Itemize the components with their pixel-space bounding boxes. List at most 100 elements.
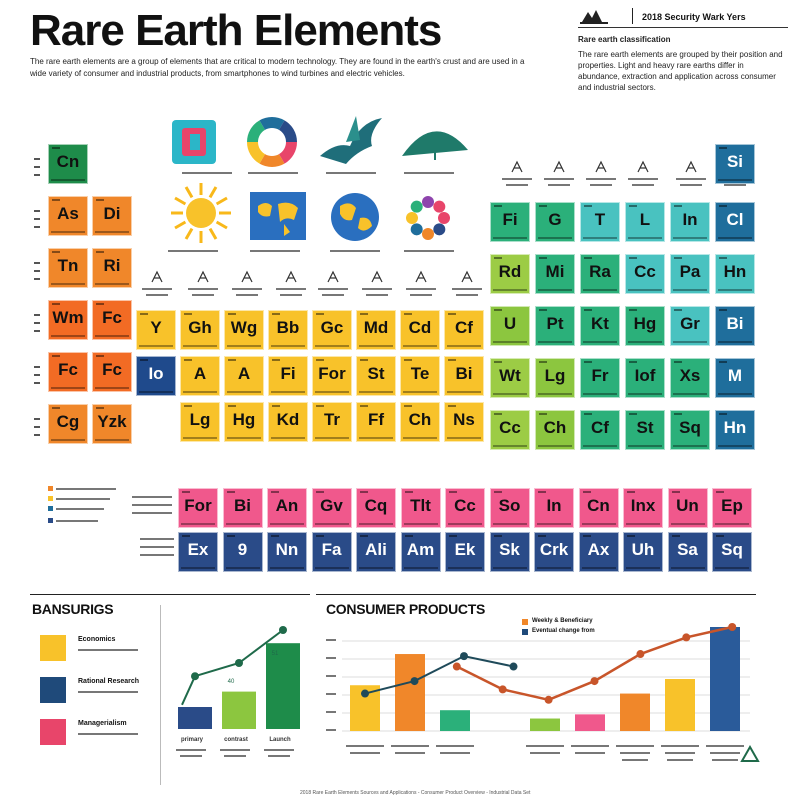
element-cell[interactable]: A bbox=[180, 356, 220, 396]
element-cell[interactable]: Mi bbox=[535, 254, 575, 294]
element-cell[interactable]: Ax bbox=[578, 532, 619, 572]
element-cell[interactable]: Te bbox=[400, 356, 440, 396]
element-cell[interactable]: Yzk bbox=[92, 404, 132, 444]
element-cell[interactable]: Fc bbox=[92, 352, 132, 392]
element-cell[interactable]: Bi bbox=[444, 356, 484, 396]
element-cell[interactable]: Xs bbox=[670, 358, 710, 398]
element-cell[interactable]: Sa bbox=[667, 532, 708, 572]
element-cell[interactable]: Fc bbox=[48, 352, 88, 392]
element-cell[interactable]: Tlt bbox=[400, 488, 441, 528]
element-cell[interactable]: Inx bbox=[623, 488, 663, 528]
element-cell[interactable]: For bbox=[178, 488, 218, 528]
element-cell[interactable]: Gr bbox=[670, 306, 710, 346]
element-cell[interactable]: A bbox=[224, 356, 264, 396]
element-cell[interactable]: Hg bbox=[625, 306, 665, 346]
element-cell[interactable]: Cq bbox=[356, 488, 396, 528]
element-cell[interactable]: An bbox=[267, 488, 307, 528]
element-cell[interactable]: Cc bbox=[490, 410, 530, 450]
element-cell[interactable]: Uh bbox=[623, 532, 663, 572]
element-cell[interactable]: Ra bbox=[580, 254, 620, 294]
element-cell[interactable]: Wt bbox=[490, 358, 530, 398]
element-cell[interactable]: Fr bbox=[580, 358, 620, 398]
element-cell[interactable]: Fi bbox=[268, 356, 308, 396]
element-cell[interactable]: Sk bbox=[489, 532, 530, 572]
element-cell[interactable]: Kt bbox=[580, 306, 620, 346]
element-number bbox=[96, 355, 104, 357]
element-cell[interactable]: Wg bbox=[224, 310, 264, 350]
element-cell[interactable]: L bbox=[625, 202, 665, 242]
element-cell[interactable]: Tn bbox=[48, 248, 88, 288]
element-cell[interactable]: Lg bbox=[535, 358, 575, 398]
element-cell[interactable]: Y bbox=[136, 310, 176, 350]
element-cell[interactable]: Nn bbox=[267, 532, 307, 572]
element-cell[interactable]: Ep bbox=[712, 488, 752, 528]
element-cell[interactable]: Ff bbox=[356, 402, 396, 442]
element-cell[interactable]: As bbox=[48, 196, 88, 236]
element-cell[interactable]: Hg bbox=[224, 402, 264, 442]
element-cell[interactable]: Fc bbox=[92, 300, 132, 340]
element-cell[interactable]: Kd bbox=[268, 402, 308, 442]
element-cell[interactable]: Cc bbox=[625, 254, 665, 294]
element-cell[interactable]: Sq bbox=[670, 410, 710, 450]
element-cell[interactable]: T bbox=[580, 202, 620, 242]
element-cell[interactable]: Pt bbox=[535, 306, 575, 346]
element-cell[interactable]: U bbox=[490, 306, 530, 346]
element-cell[interactable]: In bbox=[670, 202, 710, 242]
element-cell[interactable]: Gh bbox=[180, 310, 220, 350]
element-cell[interactable]: Lg bbox=[180, 402, 220, 442]
pictogram-icon bbox=[415, 270, 427, 283]
element-cell[interactable]: St bbox=[625, 410, 665, 450]
element-cell[interactable]: Io bbox=[136, 356, 176, 396]
element-cell[interactable]: Iof bbox=[625, 358, 665, 398]
element-cell[interactable]: Rd bbox=[490, 254, 530, 294]
element-cell[interactable]: Pa bbox=[670, 254, 710, 294]
element-cell[interactable]: Ns bbox=[444, 402, 484, 442]
element-cell[interactable]: Cd bbox=[400, 310, 440, 350]
element-cell[interactable]: St bbox=[356, 356, 396, 396]
element-cell[interactable]: So bbox=[489, 488, 530, 528]
element-cell[interactable]: Cf bbox=[580, 410, 620, 450]
element-cell[interactable]: In bbox=[534, 488, 574, 528]
element-cell[interactable]: Si bbox=[715, 144, 755, 184]
element-cell[interactable]: Hn bbox=[715, 254, 755, 294]
element-number bbox=[316, 359, 324, 361]
element-cell[interactable]: Bi bbox=[715, 306, 755, 346]
element-cell[interactable]: Ek bbox=[445, 532, 485, 572]
element-cell[interactable]: Sq bbox=[712, 532, 752, 572]
pictogram-caption bbox=[632, 184, 654, 186]
row-marker bbox=[30, 306, 42, 346]
element-cell[interactable]: Gv bbox=[311, 488, 352, 528]
element-cell[interactable]: For bbox=[312, 356, 352, 396]
element-cell[interactable]: Gc bbox=[312, 310, 352, 350]
element-cell[interactable]: Bb bbox=[268, 310, 308, 350]
element-cell[interactable]: Ex bbox=[178, 532, 218, 572]
element-cell[interactable]: Ch bbox=[535, 410, 575, 450]
element-cell[interactable]: Bi bbox=[222, 488, 263, 528]
element-cell[interactable]: Ch bbox=[400, 402, 440, 442]
element-number bbox=[493, 535, 502, 537]
element-caption bbox=[359, 437, 393, 439]
element-cell[interactable]: M bbox=[715, 358, 755, 398]
element-cell[interactable]: G bbox=[535, 202, 575, 242]
element-cell[interactable]: Hn bbox=[715, 410, 755, 450]
element-cell[interactable]: Fi bbox=[490, 202, 530, 242]
element-cell[interactable]: Un bbox=[667, 488, 708, 528]
element-cell[interactable]: Md bbox=[356, 310, 396, 350]
element-cell[interactable]: Ri bbox=[92, 248, 132, 288]
element-caption bbox=[628, 289, 662, 291]
element-cell[interactable]: Wm bbox=[48, 300, 88, 340]
element-cell[interactable]: Fa bbox=[311, 532, 352, 572]
element-cell[interactable]: Tr bbox=[312, 402, 352, 442]
element-cell[interactable]: Cg bbox=[48, 404, 88, 444]
element-cell[interactable]: Cn bbox=[578, 488, 619, 528]
element-cell[interactable]: Cf bbox=[444, 310, 484, 350]
element-cell[interactable]: Cn bbox=[48, 144, 88, 184]
element-cell[interactable]: Cl bbox=[715, 202, 755, 242]
legend-line bbox=[56, 488, 116, 490]
element-cell[interactable]: Crk bbox=[534, 532, 574, 572]
element-cell[interactable]: Ali bbox=[356, 532, 396, 572]
element-cell[interactable]: Di bbox=[92, 196, 132, 236]
element-cell[interactable]: Cc bbox=[445, 488, 485, 528]
element-cell[interactable]: Am bbox=[400, 532, 441, 572]
element-cell[interactable]: 9 bbox=[222, 532, 263, 572]
